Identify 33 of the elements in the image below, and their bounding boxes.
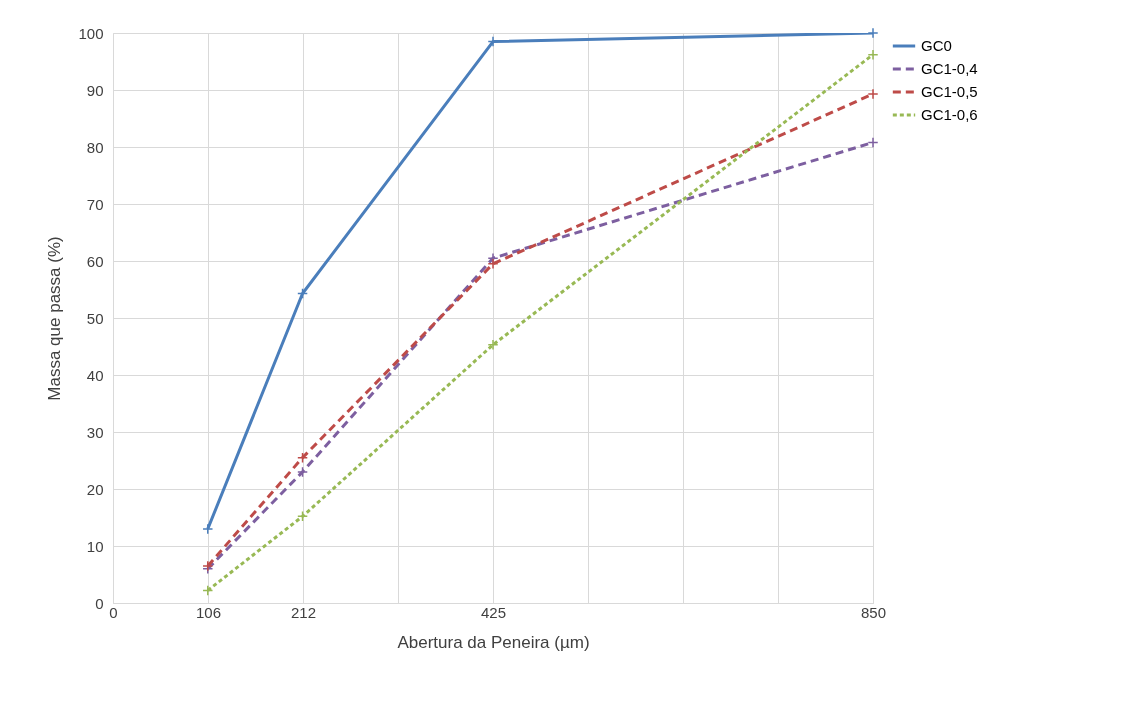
- legend-label: GC1-0,4: [921, 60, 978, 77]
- y-tick-label: 90: [86, 81, 104, 99]
- y-tick-label: 80: [86, 138, 104, 156]
- y-tick-label: 50: [86, 309, 104, 327]
- y-tick-label: 10: [86, 537, 104, 555]
- x-tick-label: 106: [195, 603, 222, 621]
- y-tick-label: 60: [86, 252, 104, 270]
- y-tick-label: 30: [86, 423, 104, 441]
- point: [297, 288, 309, 299]
- point: [487, 258, 499, 270]
- point: [202, 584, 214, 596]
- point: [487, 339, 499, 351]
- legend-label: GC1-0,5: [921, 83, 978, 100]
- y-tick-label: 70: [86, 195, 104, 213]
- point: [297, 452, 309, 464]
- point: [297, 510, 309, 522]
- y-tick-label: 20: [86, 480, 104, 498]
- x-tick-label: 0: [109, 603, 118, 621]
- point: [867, 27, 879, 39]
- y-tick-label: 40: [86, 366, 104, 384]
- x-tick-label: 850: [860, 603, 887, 621]
- point: [867, 49, 879, 61]
- point: [202, 523, 214, 535]
- point: [297, 466, 309, 478]
- x-tick-label: 425: [480, 603, 507, 621]
- x-axis-title: Abertura da Peneira (µm): [397, 632, 590, 652]
- y-axis-title: Massa que passa (%): [45, 236, 65, 401]
- legend-label: GC0: [921, 37, 952, 54]
- point: [867, 136, 879, 148]
- point: [867, 88, 879, 100]
- y-tick-label: 100: [78, 24, 104, 42]
- x-tick-label: 212: [290, 603, 317, 621]
- legend-label: GC1-0,6: [921, 106, 978, 123]
